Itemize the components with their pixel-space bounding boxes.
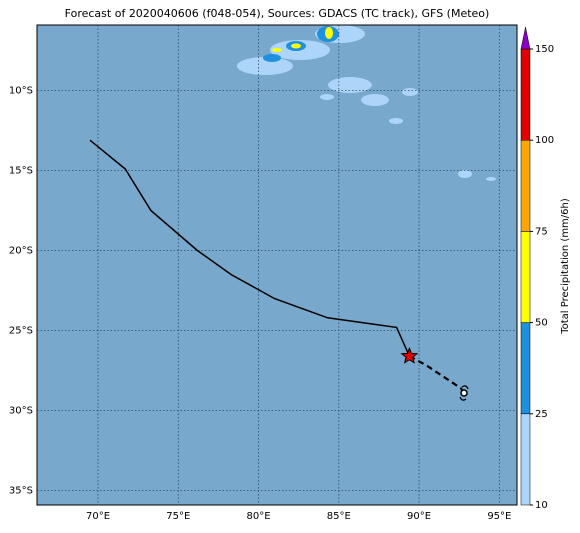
- map-title: Forecast of 2020040606 (f048-054), Sourc…: [65, 7, 490, 20]
- colorbar: 10 25 50 75 100 150: [520, 26, 554, 511]
- x-tick-label: 70°E: [86, 511, 110, 522]
- x-tick-label: 90°E: [407, 511, 431, 522]
- x-tick-label: 85°E: [327, 511, 351, 522]
- colorbar-segment: [520, 139, 531, 232]
- colorbar-tick-label: 100: [535, 135, 554, 146]
- x-tick-label: 75°E: [166, 511, 190, 522]
- y-tick-label: 15°S: [9, 166, 33, 177]
- past-track: [89, 139, 411, 357]
- y-tick-label: 25°S: [9, 326, 33, 337]
- colorbar-tick-label: 150: [535, 44, 554, 55]
- tracks: [89, 139, 469, 401]
- x-tick-label: 80°E: [247, 511, 271, 522]
- colorbar-label: Total Precipitation (mm/6h): [560, 198, 571, 335]
- y-tick-label: 20°S: [9, 246, 33, 257]
- colorbar-tick-label: 75: [535, 226, 548, 237]
- map-frame: [36, 24, 518, 506]
- colorbar-tick-label: 50: [535, 318, 548, 329]
- x-tick-label: 95°E: [487, 511, 511, 522]
- colorbar-extend: [520, 26, 531, 50]
- current-position: [400, 346, 419, 364]
- y-tick-label: 30°S: [9, 406, 33, 417]
- colorbar-segment: [520, 413, 531, 506]
- forecast-end: [460, 389, 468, 397]
- colorbar-tick-label: 25: [535, 409, 548, 420]
- colorbar-tick-label: 10: [535, 500, 548, 511]
- colorbar-segment: [520, 48, 531, 141]
- cyclone-symbol: [459, 385, 469, 401]
- y-tick-label: 35°S: [9, 486, 33, 497]
- y-tick-label: 10°S: [9, 86, 33, 97]
- grid: [37, 25, 517, 505]
- colorbar-segment: [520, 322, 531, 415]
- colorbar-segment: [520, 231, 531, 323]
- ocean: [37, 25, 517, 505]
